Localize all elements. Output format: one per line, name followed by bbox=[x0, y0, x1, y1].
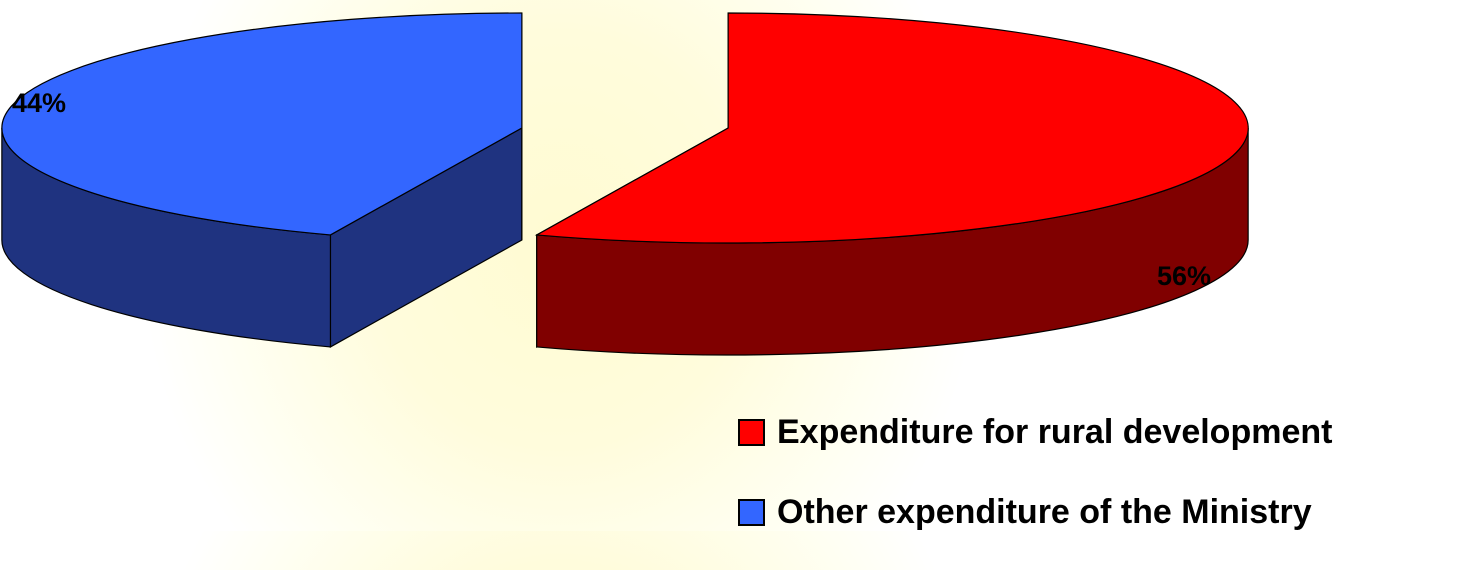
legend-swatch-rural-development bbox=[738, 418, 765, 446]
slice-other-expenditure-of-the-ministry bbox=[1, 12, 523, 348]
pie-slices bbox=[1, 12, 1249, 356]
pie-chart: 56% 44% bbox=[1, 12, 1249, 356]
legend-item-other-expenditure: Other expenditure of the Ministry bbox=[738, 490, 1332, 534]
legend-label-rural-development: Expenditure for rural development bbox=[777, 412, 1333, 451]
data-label-other-expenditure-of-the-ministry: 44% bbox=[12, 88, 66, 118]
pie-labels: 56% 44% bbox=[12, 88, 1211, 291]
legend-swatch-other-expenditure bbox=[738, 498, 765, 526]
slice-top-expenditure-for-rural-development bbox=[534, 12, 1249, 244]
legend-label-other-expenditure: Other expenditure of the Ministry bbox=[777, 492, 1312, 531]
slice-expenditure-for-rural-development bbox=[534, 12, 1249, 356]
data-label-expenditure-for-rural-development: 56% bbox=[1157, 261, 1211, 291]
slice-top-other-expenditure-of-the-ministry bbox=[1, 12, 523, 236]
chart-legend: Expenditure for rural development Other … bbox=[738, 410, 1332, 570]
legend-item-rural-development: Expenditure for rural development bbox=[738, 410, 1332, 454]
